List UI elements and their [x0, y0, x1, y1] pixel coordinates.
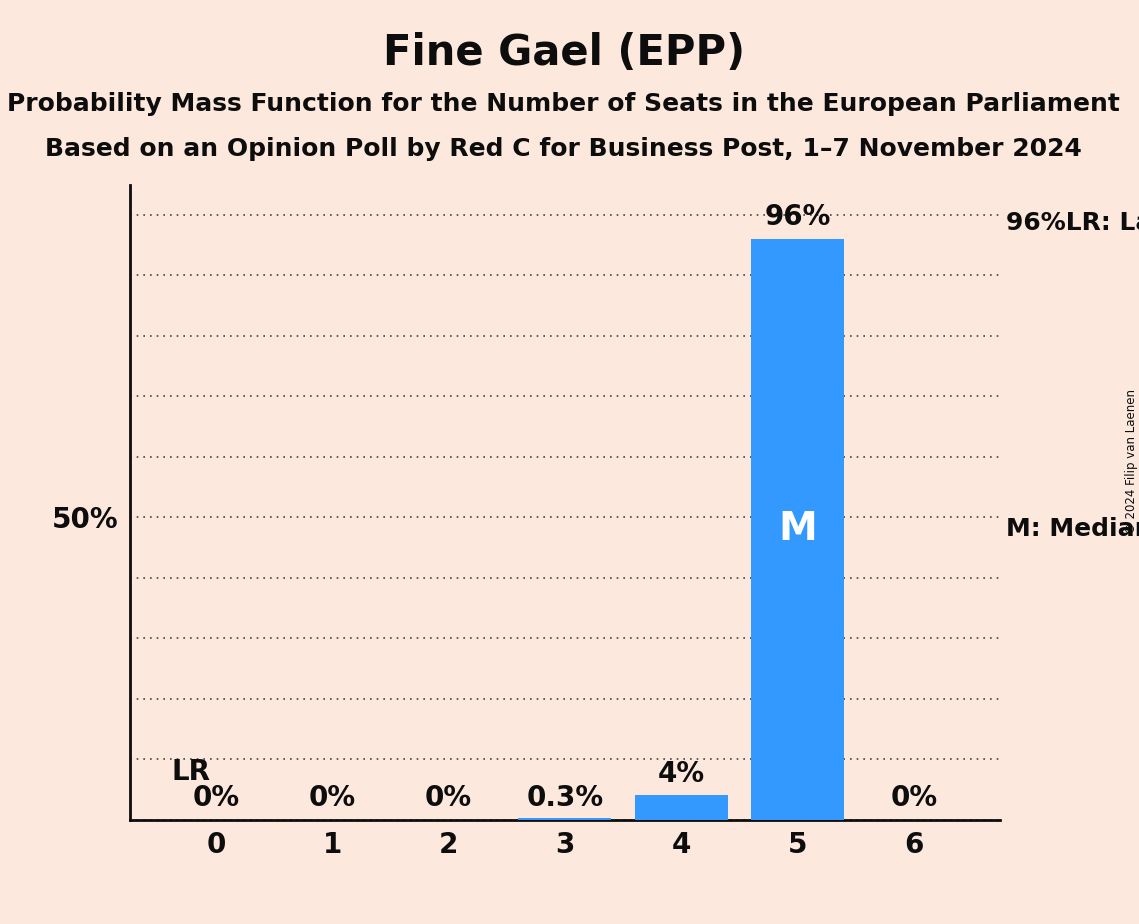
Text: 96%LR: Last Result: 96%LR: Last Result — [1006, 211, 1139, 235]
Text: 0%: 0% — [309, 784, 355, 812]
Text: Fine Gael (EPP): Fine Gael (EPP) — [383, 32, 745, 74]
Text: 4%: 4% — [657, 760, 705, 787]
Bar — [751, 239, 844, 820]
Text: 0.3%: 0.3% — [526, 784, 604, 812]
Text: 0%: 0% — [891, 784, 937, 812]
Text: M: M — [778, 510, 817, 549]
Text: 0%: 0% — [425, 784, 473, 812]
Text: 0%: 0% — [192, 784, 239, 812]
Text: Based on an Opinion Poll by Red C for Business Post, 1–7 November 2024: Based on an Opinion Poll by Red C for Bu… — [46, 137, 1082, 161]
Text: © 2024 Filip van Laenen: © 2024 Filip van Laenen — [1124, 390, 1138, 534]
Bar — [518, 818, 612, 820]
Text: M: Median: M: Median — [1006, 517, 1139, 541]
Bar — [634, 796, 728, 820]
Text: LR: LR — [172, 759, 211, 786]
Text: Probability Mass Function for the Number of Seats in the European Parliament: Probability Mass Function for the Number… — [7, 92, 1121, 116]
Text: 96%: 96% — [764, 203, 830, 231]
